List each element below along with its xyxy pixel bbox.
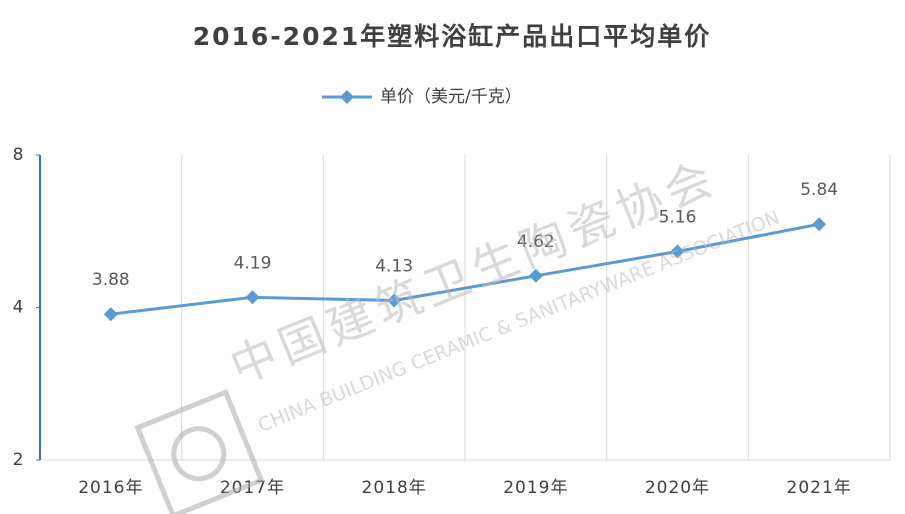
legend-marker	[340, 90, 354, 104]
data-label: 3.88	[92, 270, 130, 290]
chart-title: 2016-2021年塑料浴缸产品出口平均单价	[193, 22, 712, 51]
data-point	[245, 290, 260, 305]
y-tick-label: 2	[13, 450, 24, 470]
data-point	[670, 244, 685, 259]
data-label: 4.19	[234, 253, 272, 273]
legend-label: 单价（美元/千克）	[380, 87, 522, 107]
x-tick-label: 2019年	[503, 478, 568, 498]
x-tick-label: 2021年	[787, 478, 852, 498]
x-tick-label: 2020年	[645, 478, 710, 498]
x-tick-label: 2016年	[78, 478, 143, 498]
data-point	[103, 307, 118, 322]
data-point	[812, 217, 827, 232]
y-tick-label: 4	[13, 298, 24, 318]
watermark-logo	[134, 388, 265, 514]
x-tick-label: 2018年	[362, 478, 427, 498]
data-label: 5.16	[659, 207, 697, 227]
watermark-logo	[171, 426, 227, 482]
watermark: 中国建筑卫生陶瓷协会 CHINA BUILDING CERAMIC & SANI…	[134, 150, 783, 514]
data-label: 4.13	[375, 256, 413, 276]
data-label: 5.84	[800, 180, 838, 200]
data-point	[528, 268, 543, 283]
series-line	[110, 222, 820, 316]
y-tick-label: 8	[13, 145, 24, 165]
data-point	[387, 293, 402, 308]
data-label: 4.62	[517, 232, 555, 252]
